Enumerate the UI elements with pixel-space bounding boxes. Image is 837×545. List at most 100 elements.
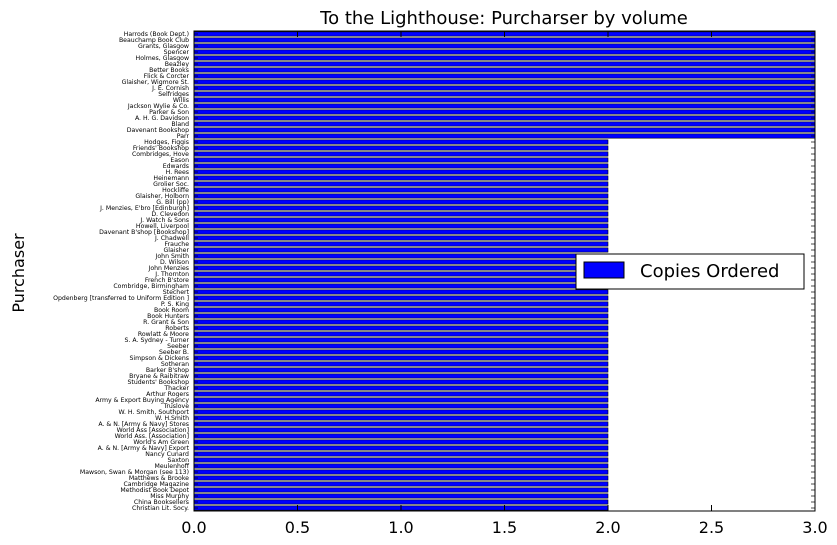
x-tick-label: 0.5 <box>285 518 310 537</box>
x-tick-label: 1.5 <box>492 518 517 537</box>
bar <box>193 145 609 151</box>
category-label: Selfridges <box>158 91 189 98</box>
bar <box>193 37 816 43</box>
bar <box>193 223 609 229</box>
bar <box>193 367 609 373</box>
category-label: A. & N. [Army & Navy] Stores <box>98 421 189 428</box>
bar <box>193 229 609 235</box>
bar <box>193 139 609 145</box>
category-label: John Smith <box>155 253 190 260</box>
category-label: Truslove <box>162 403 189 410</box>
bar <box>193 463 609 469</box>
bar <box>193 187 609 193</box>
category-label: Grolier Soc. <box>153 181 189 188</box>
bar <box>193 103 816 109</box>
x-tick-labels: 0.0 0.5 1.0 1.5 2.0 2.5 3.0 <box>181 518 827 537</box>
bar <box>193 469 609 475</box>
bar <box>193 307 609 313</box>
bar <box>193 361 609 367</box>
category-label: W. H.Smith <box>155 415 189 422</box>
category-label: Barker B'shop <box>146 367 189 374</box>
bar <box>193 331 609 337</box>
legend-swatch <box>583 261 625 279</box>
category-label: Davenant Bookshop <box>127 127 189 134</box>
category-label: J. Watch & Sons <box>139 217 189 224</box>
bar <box>193 67 816 73</box>
bar <box>193 325 609 331</box>
bar <box>193 91 816 97</box>
bar <box>193 499 609 505</box>
bar <box>193 121 816 127</box>
category-label: S. A. Sydney - Turner <box>125 337 190 344</box>
bar <box>193 205 609 211</box>
bar <box>193 43 816 49</box>
bar <box>193 289 609 295</box>
bar <box>193 391 609 397</box>
category-label: French B'store <box>145 277 189 284</box>
category-label: Willis <box>173 97 189 104</box>
category-label: Edwards <box>163 163 189 170</box>
category-label: Parker & Son <box>149 109 189 116</box>
bar <box>193 55 816 61</box>
x-tick-label: 3.0 <box>802 518 827 537</box>
category-label: Bryane & Raibitraw <box>129 373 189 380</box>
category-label: Roberts <box>165 325 189 332</box>
category-label: Hodges, Figgis <box>144 139 189 146</box>
category-label: Beauchamp Book Club <box>119 37 189 44</box>
bar <box>193 409 609 415</box>
bar <box>193 217 609 223</box>
x-tick-label: 2.5 <box>699 518 724 537</box>
plot-frame <box>193 30 816 512</box>
bar <box>193 451 609 457</box>
category-label: R. Grant & Son <box>143 319 189 326</box>
y-axis-label: Purchaser <box>9 233 28 313</box>
category-label: World's Am Green <box>133 439 189 446</box>
category-label: Frauche <box>165 241 190 248</box>
bar <box>193 433 609 439</box>
category-label: Matthews & Brooke <box>129 475 189 482</box>
bar <box>193 157 609 163</box>
category-label: D. Clevedon <box>151 211 189 218</box>
category-label: Glaisher, Holborn <box>135 193 189 200</box>
category-label: John Menzies <box>148 265 190 272</box>
bar <box>193 421 609 427</box>
bar <box>193 355 609 361</box>
category-label: Harrods (Book Dept.) <box>124 31 189 38</box>
category-label: Beazley <box>165 61 190 68</box>
bar <box>193 319 609 325</box>
legend-label: Copies Ordered <box>640 261 779 282</box>
category-label: J. E. Cornish <box>151 85 189 92</box>
bar <box>193 247 609 253</box>
category-label: Hockliffe <box>162 187 189 194</box>
bar <box>193 415 609 421</box>
category-label: Book Room <box>154 307 189 314</box>
bar <box>193 241 609 247</box>
bar <box>193 313 609 319</box>
bar <box>193 403 609 409</box>
category-label: Seeber B. <box>159 349 189 356</box>
bar <box>193 175 609 181</box>
bar <box>193 169 609 175</box>
bar <box>193 163 609 169</box>
chart-title: To the Lighthouse: Purcharser by volume <box>319 8 688 29</box>
category-label: Army & Export Buying Agency <box>95 397 189 404</box>
category-label: W. H. Smith, Southport <box>119 409 190 416</box>
category-label: Sotheran <box>161 361 189 368</box>
category-label: World Ass [Association] <box>117 427 189 434</box>
bar <box>193 271 609 277</box>
bar <box>193 199 609 205</box>
category-label: Heinemann <box>153 175 189 182</box>
bar <box>193 337 609 343</box>
category-label: Arthur Rogers <box>146 391 189 398</box>
category-label: Simpson & Dickens <box>130 355 190 362</box>
category-label: Combridges, Hove <box>132 151 189 158</box>
category-label: Holmes, Glasgow <box>136 55 189 62</box>
bar <box>193 397 609 403</box>
category-labels: Harrods (Book Dept.)Beauchamp Book Club G… <box>53 31 190 512</box>
bar <box>193 133 816 139</box>
bar <box>193 85 816 91</box>
bar <box>193 301 609 307</box>
bar <box>193 349 609 355</box>
bar <box>193 73 816 79</box>
bar <box>193 493 609 499</box>
